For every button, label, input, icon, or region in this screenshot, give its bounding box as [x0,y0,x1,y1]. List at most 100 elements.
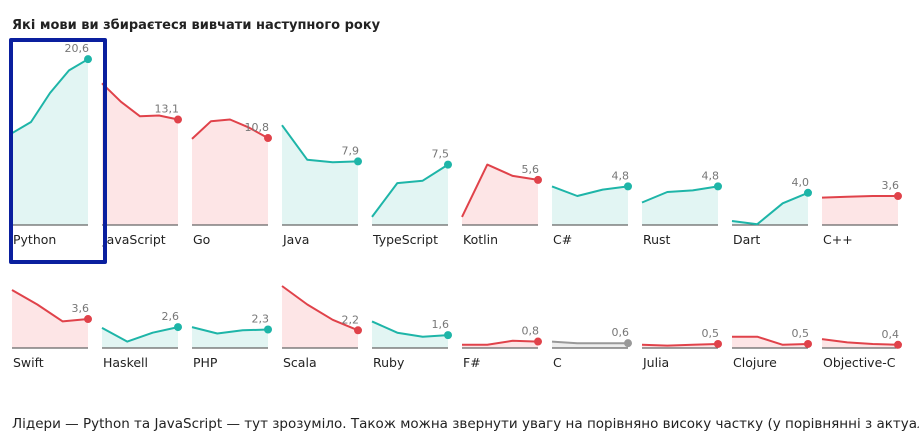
series-line [371,320,449,338]
small-chart-c-: 4,8 C# [551,169,632,247]
language-label: Rust [643,232,671,247]
series-line [821,195,898,199]
series-line [281,124,359,164]
language-label: JavaScript [102,232,166,247]
series-line [551,185,629,197]
small-chart-python: 20,6 Python [11,42,92,247]
language-label: Python [13,232,56,247]
language-label: C [553,355,562,370]
value-label: 4,8 [702,169,720,182]
series-line [462,339,539,346]
small-chart-c-: 3,6 C++ [821,179,902,247]
python-highlight-box [9,38,107,264]
series-line [551,340,628,345]
value-label: 0,6 [612,326,630,339]
end-point [804,339,812,348]
end-point [534,175,542,184]
series-area [822,196,898,225]
series-line [732,335,809,346]
small-chart-swift: 3,6 Swift [11,289,92,370]
series-line [641,343,719,347]
small-chart-dart: 4,0 Dart [731,176,812,247]
value-label: 2,6 [162,310,180,323]
small-chart-typescript: 7,5 TypeScript [371,148,452,247]
small-chart-f-: 0,8 F# [462,325,542,370]
language-label: C# [553,232,572,247]
language-label: Objective-C [823,355,896,370]
end-point [714,182,722,191]
language-label: Dart [733,232,760,247]
language-label: Kotlin [463,232,498,247]
series-line [371,163,449,218]
end-point [894,192,902,201]
language-label: PHP [193,355,218,370]
series-line [731,191,809,226]
end-point [444,160,452,169]
small-chart-rust: 4,8 Rust [641,169,722,247]
small-multiples-chart: 20,6 Python 13,1 JavaScript 10,8 Go 7,9 Java 7,5… [11,42,902,370]
value-label: 20,6 [65,42,90,55]
value-label: 5,6 [522,163,540,176]
value-label: 10,8 [245,121,270,134]
end-point [714,339,722,348]
small-chart-kotlin: 5,6 Kotlin [461,163,542,247]
end-point [264,325,272,334]
series-line [461,163,539,218]
value-label: 4,8 [612,169,630,182]
end-point [84,315,92,324]
end-point [624,339,632,348]
series-line [11,289,89,323]
value-label: 2,2 [342,313,360,326]
small-chart-haskell: 2,6 Haskell [101,310,182,370]
series-line [191,118,269,140]
value-label: 0,5 [792,327,810,340]
series-line [101,82,179,121]
series-area [642,186,718,225]
series-line [11,58,89,135]
value-label: 7,5 [432,148,450,161]
language-label: Ruby [373,355,405,370]
series-area [372,164,448,225]
end-point [804,188,812,197]
value-label: 3,6 [882,179,900,192]
end-point [174,115,182,124]
value-label: 2,3 [252,312,270,325]
series-line [191,326,269,335]
value-label: 7,9 [342,144,360,157]
language-label: Go [193,232,210,247]
language-label: Scala [283,355,317,370]
footer-text: Лідери — Python та JavaScript — тут зроз… [12,416,919,432]
series-area [12,290,88,348]
end-point [354,326,362,335]
series-line [641,185,719,204]
small-chart-ruby: 1,6 Ruby [371,318,452,370]
value-label: 13,1 [155,103,180,116]
small-chart-go: 10,8 Go [191,118,272,247]
language-label: Swift [13,355,44,370]
small-chart-javascript: 13,1 JavaScript [101,82,182,247]
small-chart-scala: 2,2 Scala [281,285,362,370]
value-label: 0,5 [702,327,720,340]
end-point [624,182,632,191]
series-area [12,59,88,226]
small-chart-clojure: 0,5 Clojure [732,327,812,370]
end-point [354,157,362,166]
end-point [444,331,452,340]
end-point [174,323,182,332]
small-chart-julia: 0,5 Julia [641,327,722,370]
series-area [282,125,358,225]
language-label: Java [282,232,309,247]
series-area [192,119,268,225]
small-chart-php: 2,3 PHP [191,312,272,370]
value-label: 4,0 [792,176,810,189]
series-area [462,340,538,348]
series-line [101,326,179,343]
end-point [534,337,542,346]
value-label: 3,6 [72,302,90,315]
language-label: F# [463,355,481,370]
small-chart-java: 7,9 Java [281,124,362,247]
small-chart-c: 0,6 C [551,326,632,370]
end-point [84,55,92,64]
end-point [264,134,272,143]
series-area [282,286,358,348]
